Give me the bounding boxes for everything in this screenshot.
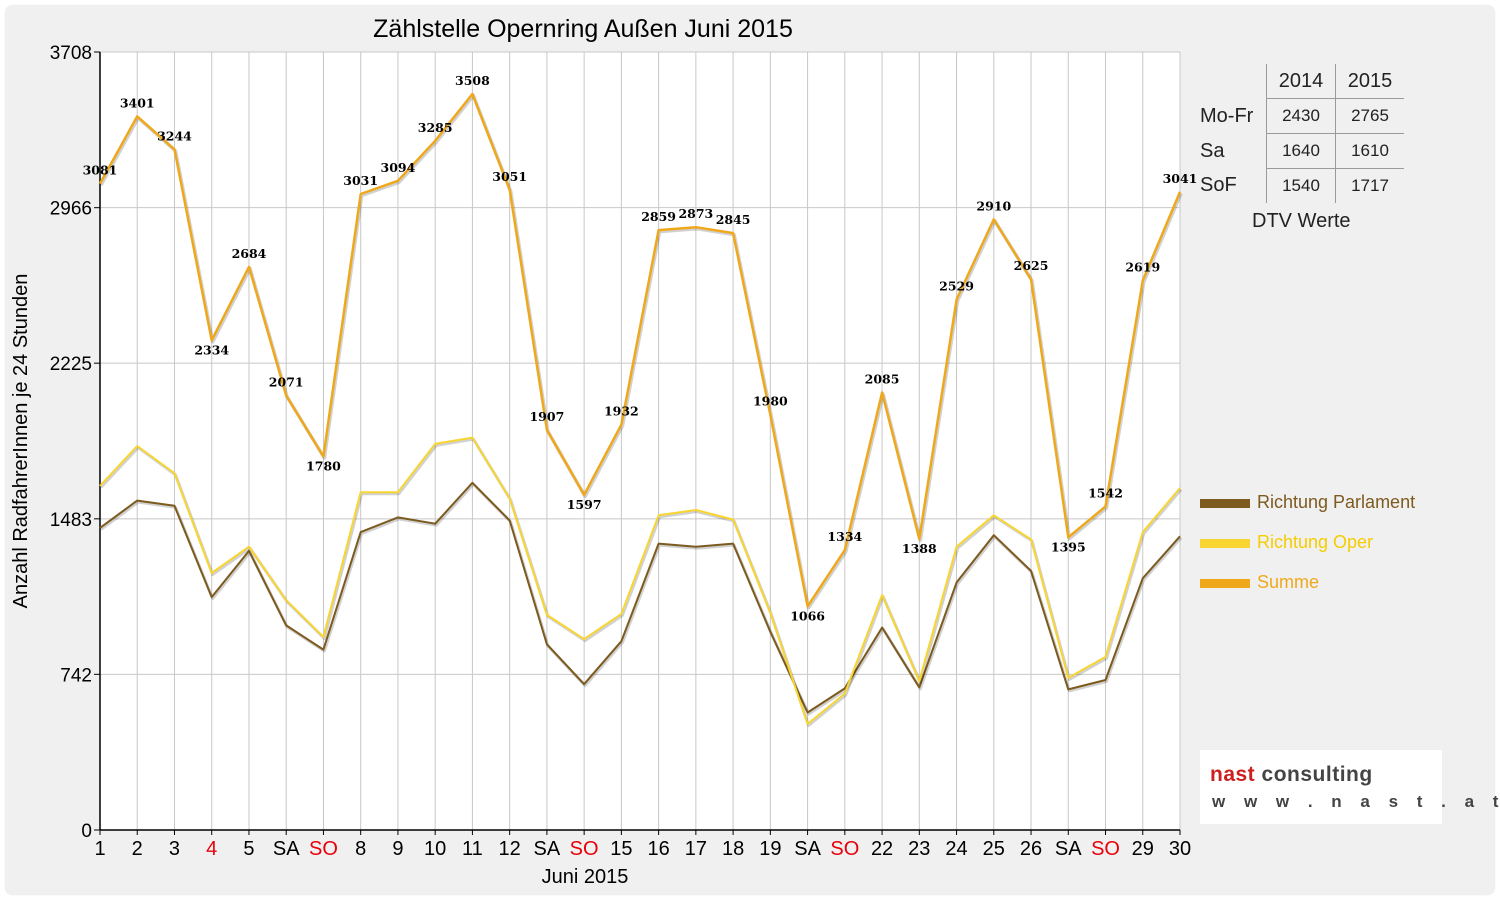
x-tick-label: 17 — [685, 838, 707, 860]
dtv-table: 2014 2015 Mo-Fr 2430 2765 Sa 1640 1610 S… — [1198, 64, 1404, 203]
dtv-header-blank — [1198, 64, 1267, 99]
dtv-header-2014: 2014 — [1266, 64, 1336, 99]
dtv-cell: 1640 — [1266, 133, 1336, 169]
dtv-row-label: Mo-Fr — [1200, 104, 1254, 127]
x-tick-label: SO — [1091, 838, 1120, 860]
logo-rest-part: consulting — [1261, 763, 1373, 786]
data-label: 3285 — [418, 120, 453, 135]
x-tick-label: 11 — [462, 838, 483, 860]
x-tick-label: 5 — [243, 838, 254, 860]
dtv-cell: 1717 — [1335, 168, 1404, 203]
data-label: 1780 — [306, 459, 341, 474]
y-tick-label: 3708 — [50, 43, 92, 64]
y-tick-label: 0 — [81, 821, 92, 842]
legend-label: Richtung Oper — [1257, 532, 1374, 552]
data-label: 2071 — [269, 374, 304, 389]
dtv-cell: 2765 — [1335, 98, 1404, 134]
x-tick-label: 4 — [206, 838, 217, 860]
data-label: 3041 — [1163, 171, 1198, 186]
x-tick-label: 24 — [945, 838, 967, 860]
data-label: 2529 — [939, 278, 974, 293]
series-line — [99, 481, 1181, 714]
x-tick-label: 15 — [610, 838, 632, 860]
data-label: 2684 — [232, 246, 267, 261]
series-line — [99, 436, 1181, 725]
logo-red-part: nast — [1210, 763, 1256, 786]
x-tick-label: SO — [570, 838, 599, 860]
legend-swatch — [1200, 539, 1250, 548]
data-label: 2619 — [1125, 259, 1160, 274]
data-label: 2334 — [194, 342, 229, 357]
x-tick-label: 10 — [424, 838, 446, 860]
x-tick-label: 2 — [132, 838, 143, 860]
y-tick-label: 2225 — [50, 354, 92, 375]
data-label: 1597 — [567, 497, 602, 512]
data-label: 3244 — [157, 128, 192, 143]
x-tick-label: 30 — [1169, 838, 1191, 860]
x-tick-label: 19 — [759, 838, 781, 860]
data-label: 2873 — [678, 206, 713, 221]
y-tick-label: 1483 — [50, 510, 92, 531]
data-label: 1542 — [1088, 485, 1123, 500]
company-logo: nast consulting w w w . n a s t . a t — [1200, 750, 1498, 824]
data-label: 3051 — [492, 169, 527, 184]
x-tick-label: SO — [830, 838, 859, 860]
data-label: 1388 — [902, 541, 937, 556]
plot-area — [100, 52, 1180, 830]
x-tick-label: 18 — [722, 838, 744, 860]
dtv-cell: 1540 — [1266, 168, 1336, 203]
x-tick-label: 25 — [983, 838, 1005, 860]
y-axis-label: Anzahl RadfahrerInnen je 24 Stunden — [10, 274, 32, 609]
x-axis-label: Juni 2015 — [542, 866, 629, 888]
y-tick-label: 2966 — [50, 199, 92, 220]
data-label: 3401 — [120, 95, 155, 110]
data-label: 1395 — [1051, 539, 1086, 554]
data-label: 2845 — [716, 212, 751, 227]
y-tick-label: 742 — [60, 665, 92, 686]
x-tick-label: 9 — [392, 838, 403, 860]
dtv-row-label: Sa — [1200, 139, 1225, 162]
data-label: 1932 — [604, 404, 639, 419]
x-tick-label: 16 — [647, 838, 669, 860]
dtv-row-label: SoF — [1200, 174, 1237, 197]
legend-label: Summe — [1257, 572, 1320, 592]
data-label: 1907 — [529, 409, 564, 424]
legend-swatch — [1200, 579, 1250, 588]
data-label: 1334 — [827, 529, 862, 544]
chart-title: Zählstelle Opernring Außen Juni 2015 — [373, 15, 793, 43]
legend-label: Richtung Parlament — [1257, 492, 1416, 512]
data-label: 3031 — [343, 173, 378, 188]
x-tick-label: 8 — [355, 838, 366, 860]
data-label: 1066 — [790, 608, 825, 623]
x-tick-label: SA — [794, 838, 821, 860]
data-label: 2085 — [865, 372, 900, 387]
data-label: 2910 — [976, 198, 1011, 213]
x-tick-label: SA — [273, 838, 300, 860]
x-tick-label: SO — [309, 838, 338, 860]
legend-swatch — [1200, 499, 1250, 508]
x-tick-label: SA — [1055, 838, 1082, 860]
dtv-header-2015: 2015 — [1335, 64, 1404, 99]
data-label: 2859 — [641, 209, 676, 224]
series-line — [98, 92, 1182, 608]
dtv-cell: 2430 — [1266, 98, 1336, 134]
x-tick-label: 22 — [871, 838, 893, 860]
x-tick-label: 23 — [908, 838, 930, 860]
data-label: 3081 — [83, 163, 118, 178]
x-tick-label: 26 — [1020, 838, 1042, 860]
x-tick-label: 3 — [169, 838, 180, 860]
logo-wordmark: nast consulting — [1210, 763, 1373, 787]
dtv-caption: DTV Werte — [1252, 210, 1351, 232]
dtv-cell: 1610 — [1335, 133, 1404, 169]
logo-url: w w w . n a s t . a t — [1212, 792, 1500, 811]
data-label: 3508 — [455, 73, 490, 88]
data-label: 1980 — [753, 394, 788, 409]
x-tick-label: 29 — [1132, 838, 1154, 860]
data-label: 2625 — [1014, 258, 1049, 273]
x-tick-label: SA — [534, 838, 561, 860]
x-tick-label: 1 — [94, 838, 105, 860]
x-tick-label: 12 — [499, 838, 521, 860]
data-label: 3094 — [381, 160, 416, 175]
